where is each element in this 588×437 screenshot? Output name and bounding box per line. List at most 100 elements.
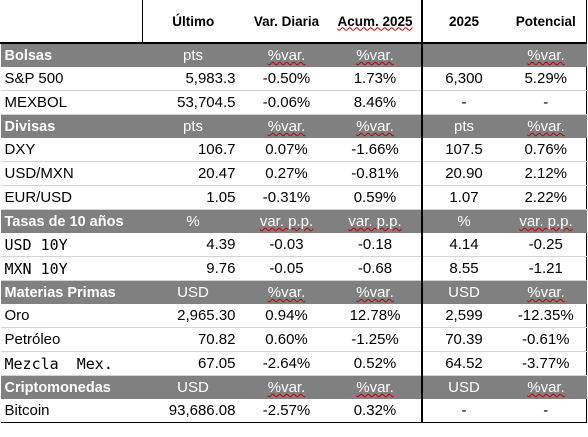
section-header-row: Materias Primas USD %var. %var. USD %var.	[0, 280, 587, 304]
unit-text: USD	[448, 284, 480, 301]
daily-change: 0.07%	[243, 138, 330, 162]
section-unit-label: %var.	[243, 375, 330, 399]
section-header-row: Bolsas pts %var. %var. %var.	[0, 43, 587, 67]
instrument-name: EUR/USD	[0, 185, 143, 210]
potential-change: -12.35%	[505, 304, 587, 328]
unit-text: %var.	[356, 284, 394, 301]
potential-change: -1.21	[505, 256, 587, 281]
section-unit-label: pts	[421, 114, 506, 138]
daily-change: 0.27%	[243, 161, 330, 186]
unit-text: %var.	[356, 118, 394, 135]
unit-text: %var.	[267, 284, 306, 301]
ytd-change: 8.46%	[329, 90, 423, 115]
last-value: 1.05	[142, 185, 244, 210]
instrument-name: Petróleo	[0, 327, 143, 352]
instrument-name: Bitcoin	[0, 399, 143, 423]
ytd-change: 12.78%	[329, 304, 423, 328]
daily-change: -2.57%	[243, 399, 330, 423]
ytd-change: 0.32%	[329, 399, 423, 423]
potential-change: -	[505, 90, 587, 115]
ytd-change: 0.59%	[329, 185, 423, 210]
last-value: 53,704.5	[142, 90, 244, 115]
unit-text: pts	[453, 118, 474, 135]
potential-change: 5.29%	[505, 67, 587, 91]
section-unit-label: var. p.p.	[505, 209, 587, 233]
instrument-name: USD 10Y	[0, 233, 143, 257]
table-row: EUR/USD 1.05 -0.31% 0.59% 1.07 2.22%	[0, 185, 587, 210]
target-2025: 4.14	[421, 233, 506, 257]
section-unit-label: var. p.p.	[243, 209, 330, 233]
section-unit-label: %var.	[505, 375, 587, 399]
target-2025: 1.07	[421, 185, 506, 210]
potential-change: -3.77%	[505, 351, 587, 376]
instrument-name: USD/MXN	[0, 161, 143, 186]
section-title: Tasas de 10 años	[0, 209, 143, 233]
instrument-name: Oro	[0, 304, 143, 328]
last-value: 70.82	[142, 327, 244, 352]
potential-change: 2.12%	[505, 161, 587, 186]
section-header-row: Divisas pts %var. %var. pts %var.	[0, 114, 587, 138]
section-title: Criptomonedas	[0, 375, 143, 399]
unit-text: %var.	[527, 379, 565, 396]
section-unit-label	[421, 43, 506, 67]
section-unit-label: %	[421, 209, 506, 233]
unit-text: var. p.p.	[259, 213, 314, 230]
section-title: Divisas	[0, 114, 143, 138]
ytd-change: -1.25%	[329, 327, 423, 352]
header-row: Último Var. Diaria Acum. 2025 2025 Poten…	[0, 0, 587, 44]
instrument-name: MXN 10Y	[0, 256, 143, 281]
last-value: 20.47	[142, 161, 244, 186]
daily-change: -0.06%	[243, 90, 330, 115]
table-row: USD/MXN 20.47 0.27% -0.81% 20.90 2.12%	[0, 161, 587, 186]
section-unit-label: %var.	[243, 43, 330, 67]
section-unit-label: %var.	[243, 114, 330, 138]
section-unit-label: %var.	[505, 114, 587, 138]
target-2025: -	[421, 399, 506, 423]
instrument-name: DXY	[0, 138, 143, 162]
unit-text: %var.	[267, 118, 306, 135]
target-2025: 2,599	[421, 304, 506, 328]
last-value: 67.05	[142, 351, 244, 376]
daily-change: -0.05	[243, 256, 330, 281]
section-unit-label: %var.	[329, 375, 423, 399]
section-title: Materias Primas	[0, 280, 143, 304]
section-unit-label: USD	[421, 280, 506, 304]
table-row: Petróleo 70.82 0.60% -1.25% 70.39 -0.61%	[0, 327, 587, 352]
target-2025: 107.5	[421, 138, 506, 162]
unit-text: var. p.p.	[519, 213, 573, 230]
table-row: MEXBOL 53,704.5 -0.06% 8.46% - -	[0, 90, 587, 115]
table-row: USD 10Y 4.39 -0.03 -0.18 4.14 -0.25	[0, 233, 587, 257]
ytd-change: -1.66%	[329, 138, 423, 162]
table-row: Mezcla Mex. 67.05 -2.64% 0.52% 64.52 -3.77%	[0, 351, 587, 376]
instrument-name: Mezcla Mex.	[0, 351, 143, 376]
section-title: Bolsas	[0, 43, 143, 67]
daily-change: -0.03	[243, 233, 330, 257]
ytd-change: -0.18	[329, 233, 423, 257]
unit-text: USD	[177, 379, 209, 396]
potential-change: 2.22%	[505, 185, 587, 210]
unit-text: %var.	[356, 379, 394, 396]
table-row: Bitcoin 93,686.08 -2.57% 0.32% - -	[0, 399, 587, 423]
unit-text: %	[186, 213, 200, 230]
target-2025: 8.55	[421, 256, 506, 281]
unit-text: %var.	[527, 118, 565, 135]
daily-change: -0.50%	[243, 67, 330, 91]
section-unit-label: %	[142, 209, 244, 233]
ytd-change: -0.68	[329, 256, 423, 281]
target-2025: 20.90	[421, 161, 506, 186]
last-value: 4.39	[142, 233, 244, 257]
unit-text: %var.	[527, 284, 565, 301]
market-summary-table: Último Var. Diaria Acum. 2025 2025 Poten…	[0, 0, 587, 423]
target-2025: 6,300	[421, 67, 506, 91]
section-unit-label: pts	[142, 43, 244, 67]
section-unit-label: %var.	[505, 280, 587, 304]
header-acum-label: Acum. 2025	[337, 13, 413, 29]
section-unit-label: %var.	[329, 43, 423, 67]
header-potencial: Potencial	[505, 0, 587, 44]
last-value: 5,983.3	[142, 67, 244, 91]
section-unit-label: var. p.p.	[329, 209, 423, 233]
daily-change: 0.60%	[243, 327, 330, 352]
potential-change: -0.25	[505, 233, 587, 257]
section-unit-label: USD	[142, 280, 244, 304]
target-2025: -	[421, 90, 506, 115]
